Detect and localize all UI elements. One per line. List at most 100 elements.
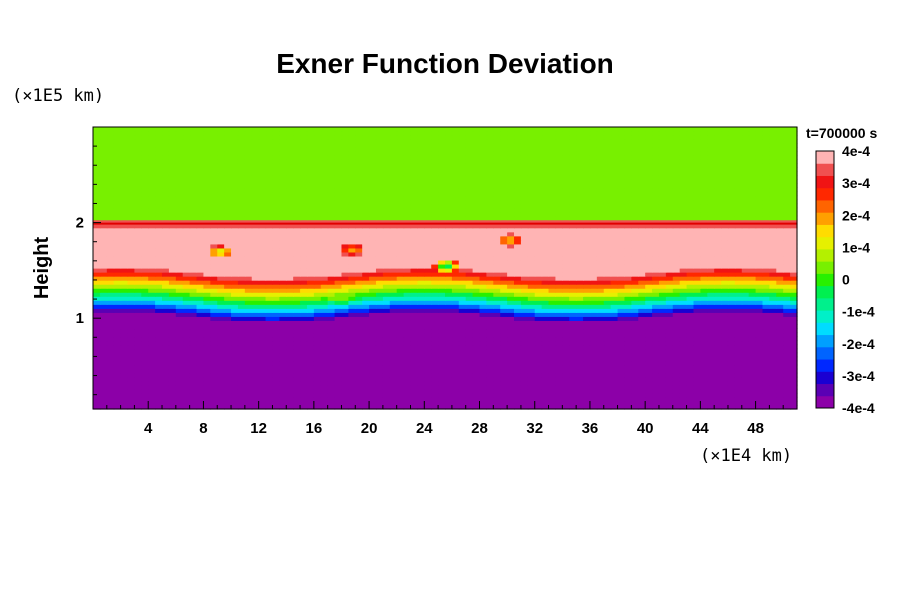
heatmap-cell xyxy=(610,372,619,378)
heatmap-cell xyxy=(224,235,232,241)
heatmap-cell xyxy=(721,308,729,313)
heatmap-cell xyxy=(148,388,156,394)
heatmap-cell xyxy=(569,284,577,289)
heatmap-cell xyxy=(679,400,688,406)
heatmap-cell xyxy=(748,344,757,350)
heatmap-cell xyxy=(355,332,363,338)
heatmap-cell xyxy=(272,332,280,338)
heatmap-cell xyxy=(134,243,142,249)
heatmap-cell xyxy=(783,231,791,237)
heatmap-cell xyxy=(327,243,336,249)
heatmap-cell xyxy=(148,356,156,362)
heatmap-cell xyxy=(727,223,736,229)
heatmap-cell xyxy=(776,340,784,346)
heatmap-cell xyxy=(237,368,246,374)
heatmap-cell xyxy=(520,332,529,338)
heatmap-cell xyxy=(348,356,356,362)
heatmap-cell xyxy=(417,312,425,317)
heatmap-cell xyxy=(155,404,163,410)
heatmap-cell xyxy=(251,268,260,273)
heatmap-cell xyxy=(106,336,115,342)
heatmap-cell xyxy=(631,404,639,410)
heatmap-cell xyxy=(445,396,453,402)
heatmap-cell xyxy=(631,251,639,257)
heatmap-cell xyxy=(320,380,329,386)
heatmap-cell xyxy=(306,324,315,330)
heatmap-cell xyxy=(507,231,515,237)
heatmap-cell xyxy=(127,268,136,273)
heatmap-cell xyxy=(583,227,591,233)
heatmap-cell xyxy=(300,211,308,217)
heatmap-cell xyxy=(576,328,584,334)
heatmap-cell xyxy=(141,263,149,269)
heatmap-cell xyxy=(320,312,329,317)
heatmap-cell xyxy=(700,392,708,398)
heatmap-cell xyxy=(714,263,722,269)
heatmap-cell xyxy=(362,368,370,374)
heatmap-cell xyxy=(534,215,543,221)
heatmap-cell xyxy=(714,384,722,390)
heatmap-cell xyxy=(631,268,639,273)
heatmap-cell xyxy=(486,263,494,269)
heatmap-cell xyxy=(99,247,108,253)
heatmap-cell xyxy=(548,336,557,342)
heatmap-cell xyxy=(734,276,743,281)
heatmap-cell xyxy=(569,384,577,390)
heatmap-cell xyxy=(679,223,688,229)
heatmap-cell xyxy=(721,344,729,350)
heatmap-cell xyxy=(645,400,653,406)
heatmap-cell xyxy=(196,324,205,330)
heatmap-cell xyxy=(658,400,667,406)
heatmap-cell xyxy=(762,268,770,273)
heatmap-cell xyxy=(162,388,170,394)
heatmap-cell xyxy=(182,211,191,217)
heatmap-cell xyxy=(734,384,743,390)
heatmap-cell xyxy=(652,324,660,330)
heatmap-cell xyxy=(217,356,225,362)
heatmap-cell xyxy=(237,235,246,241)
heatmap-cell xyxy=(520,227,529,233)
heatmap-cell xyxy=(486,219,494,225)
heatmap-cell xyxy=(596,312,605,317)
heatmap-cell xyxy=(569,316,577,321)
heatmap-cell xyxy=(707,384,715,390)
heatmap-cell xyxy=(279,235,287,241)
heatmap-cell xyxy=(210,215,218,221)
heatmap-cell xyxy=(355,304,363,309)
heatmap-cell xyxy=(741,227,750,233)
heatmap-cell xyxy=(672,404,681,410)
heatmap-cell xyxy=(507,324,515,330)
heatmap-cell xyxy=(652,348,660,354)
heatmap-cell xyxy=(576,388,584,394)
heatmap-cell xyxy=(403,235,412,241)
heatmap-cell xyxy=(534,304,543,309)
heatmap-cell xyxy=(658,231,667,237)
heatmap-cell xyxy=(258,324,267,330)
heatmap-cell xyxy=(555,292,563,297)
heatmap-cell xyxy=(369,312,377,317)
heatmap-cell xyxy=(762,336,770,342)
heatmap-cell xyxy=(458,332,467,338)
heatmap-cell xyxy=(148,292,156,297)
heatmap-cell xyxy=(776,344,784,350)
heatmap-cell xyxy=(348,396,356,402)
heatmap-cell xyxy=(707,255,715,261)
heatmap-cell xyxy=(217,215,225,221)
heatmap-cell xyxy=(155,280,163,285)
heatmap-cell xyxy=(652,296,660,301)
heatmap-cell xyxy=(541,284,550,289)
heatmap-cell xyxy=(148,288,156,293)
heatmap-cell xyxy=(589,388,598,394)
heatmap-cell xyxy=(99,255,108,261)
heatmap-cell xyxy=(155,316,163,321)
heatmap-cell xyxy=(520,255,529,261)
heatmap-cell xyxy=(652,360,660,366)
heatmap-cell xyxy=(548,239,557,245)
heatmap-cell xyxy=(175,215,184,221)
heatmap-cell xyxy=(106,239,115,245)
heatmap-cell xyxy=(493,400,501,406)
heatmap-cell xyxy=(210,356,218,362)
heatmap-cell xyxy=(514,364,522,370)
heatmap-cell xyxy=(120,328,129,334)
heatmap-cell xyxy=(555,263,563,269)
